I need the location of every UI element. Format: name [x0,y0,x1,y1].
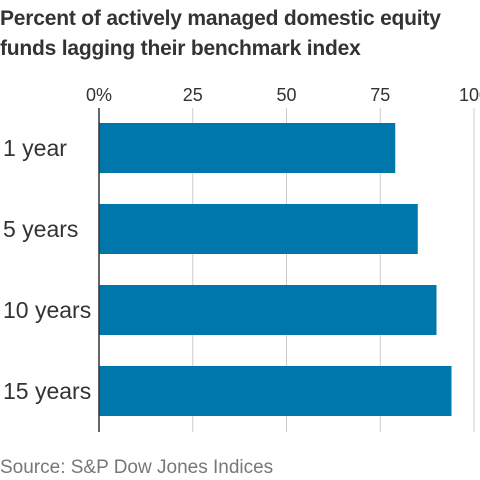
bar [99,123,396,173]
x-tick-label: 75 [370,85,390,105]
bar [99,366,452,416]
bar [99,285,437,335]
category-labels: 1 year 5 years 10 years 15 years [3,135,91,404]
x-tick-label: 100 [459,85,480,105]
category-label: 15 years [3,378,91,404]
chart-title: Percent of actively managed domestic equ… [0,4,480,64]
x-tick-label: 50 [276,85,296,105]
x-tick-label: 0% [86,85,112,105]
tick-labels: 0% 25 50 75 100 [86,85,480,105]
category-label: 1 year [3,135,67,161]
x-tick-label: 25 [183,85,203,105]
chart-title-line-2: funds lagging their benchmark index [0,37,361,60]
bars [99,123,452,416]
category-label: 10 years [3,297,91,323]
chart-title-line-1: Percent of actively managed domestic equ… [0,7,441,30]
source-note: Source: S&P Dow Jones Indices [0,457,274,478]
bar [99,204,418,254]
category-label: 5 years [3,216,78,242]
